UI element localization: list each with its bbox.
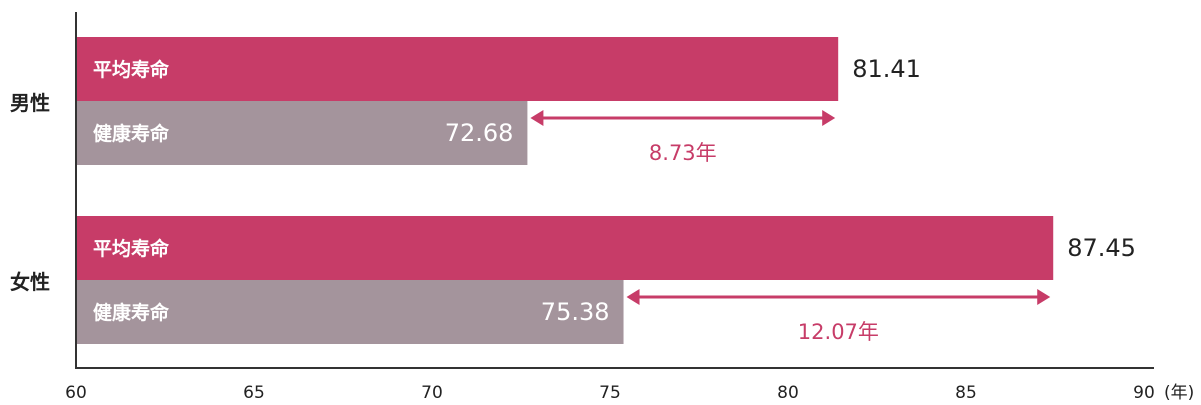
bar-healthy-life <box>77 101 528 165</box>
gap-label: 12.07年 <box>798 320 879 344</box>
bars <box>77 37 1054 344</box>
x-tick-label: 65 <box>243 383 265 403</box>
x-axis-unit: (年) <box>1164 383 1194 403</box>
category-label: 男性 <box>10 91 50 115</box>
bar-average-life <box>77 216 1054 280</box>
gap-arrow-head-left <box>530 110 544 126</box>
bar-average-life <box>77 37 839 101</box>
bar-series-label: 健康寿命 <box>93 122 170 145</box>
x-tick-label: 70 <box>421 383 443 403</box>
x-tick-label: 85 <box>955 383 977 403</box>
x-tick-label: 60 <box>65 383 87 403</box>
bar-healthy-life <box>77 280 624 344</box>
x-tick-label: 90 <box>1133 383 1155 403</box>
category-label: 女性 <box>10 270 50 294</box>
gap-arrow-head-right <box>822 110 836 126</box>
value-label-average: 87.45 <box>1067 234 1136 262</box>
gap-arrow-head-right <box>1037 289 1051 305</box>
gap-label: 8.73年 <box>649 141 717 165</box>
bar-series-label: 健康寿命 <box>93 301 170 324</box>
value-label-healthy: 72.68 <box>445 119 514 147</box>
axes: 60 65 70 75 80 85 90 (年) <box>65 12 1194 403</box>
x-tick-label: 75 <box>599 383 621 403</box>
bar-series-label: 平均寿命 <box>93 58 170 81</box>
x-tick-label: 80 <box>777 383 799 403</box>
value-label-average: 81.41 <box>852 55 921 83</box>
value-label-healthy: 75.38 <box>541 298 610 326</box>
gap-arrow-head-left <box>626 289 640 305</box>
bar-series-label: 平均寿命 <box>93 237 170 260</box>
